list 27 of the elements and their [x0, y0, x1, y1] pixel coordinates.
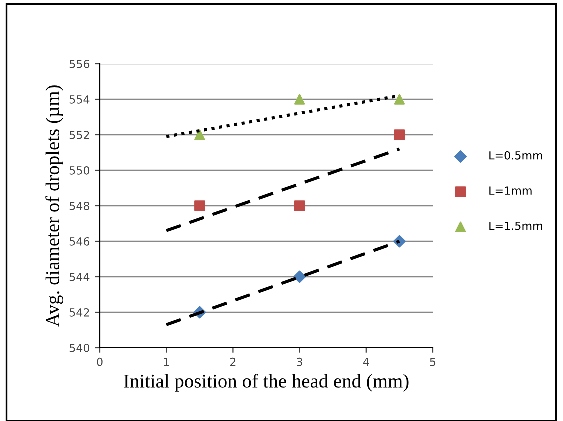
point	[294, 200, 306, 212]
legend-label: L=1mm	[490, 186, 532, 195]
y-tick-label: 540	[70, 344, 90, 352]
x-tick-label: 3	[297, 358, 302, 366]
x-tick-label: 1	[164, 358, 170, 366]
point	[294, 94, 306, 105]
point	[394, 94, 406, 105]
y-tick-label: 548	[70, 202, 90, 210]
point	[194, 130, 206, 140]
y-tick-label: 552	[70, 130, 90, 140]
legend-label: L=0.5mm	[490, 151, 542, 160]
x-axis-title: Initial position of the head end (mm)	[124, 374, 409, 392]
y-tick-label: 550	[70, 166, 90, 175]
y-tick-label: 556	[70, 60, 90, 68]
y-tick-label: 542	[70, 308, 90, 317]
y-tick-label: 544	[70, 273, 90, 282]
point	[194, 200, 206, 212]
y-tick-label: 554	[70, 96, 90, 104]
x-tick-label: 5	[430, 358, 436, 366]
x-tick-label: 0	[97, 358, 103, 366]
y-tick-label: 546	[70, 237, 90, 246]
legend-label: L=1.5mm	[490, 222, 542, 230]
point	[294, 270, 306, 284]
x-tick-label: 4	[363, 358, 370, 366]
x-tick-label: 2	[230, 358, 236, 366]
point	[394, 130, 406, 140]
y-axis-title: Avg. diameter of droplets (µm)	[46, 86, 64, 328]
